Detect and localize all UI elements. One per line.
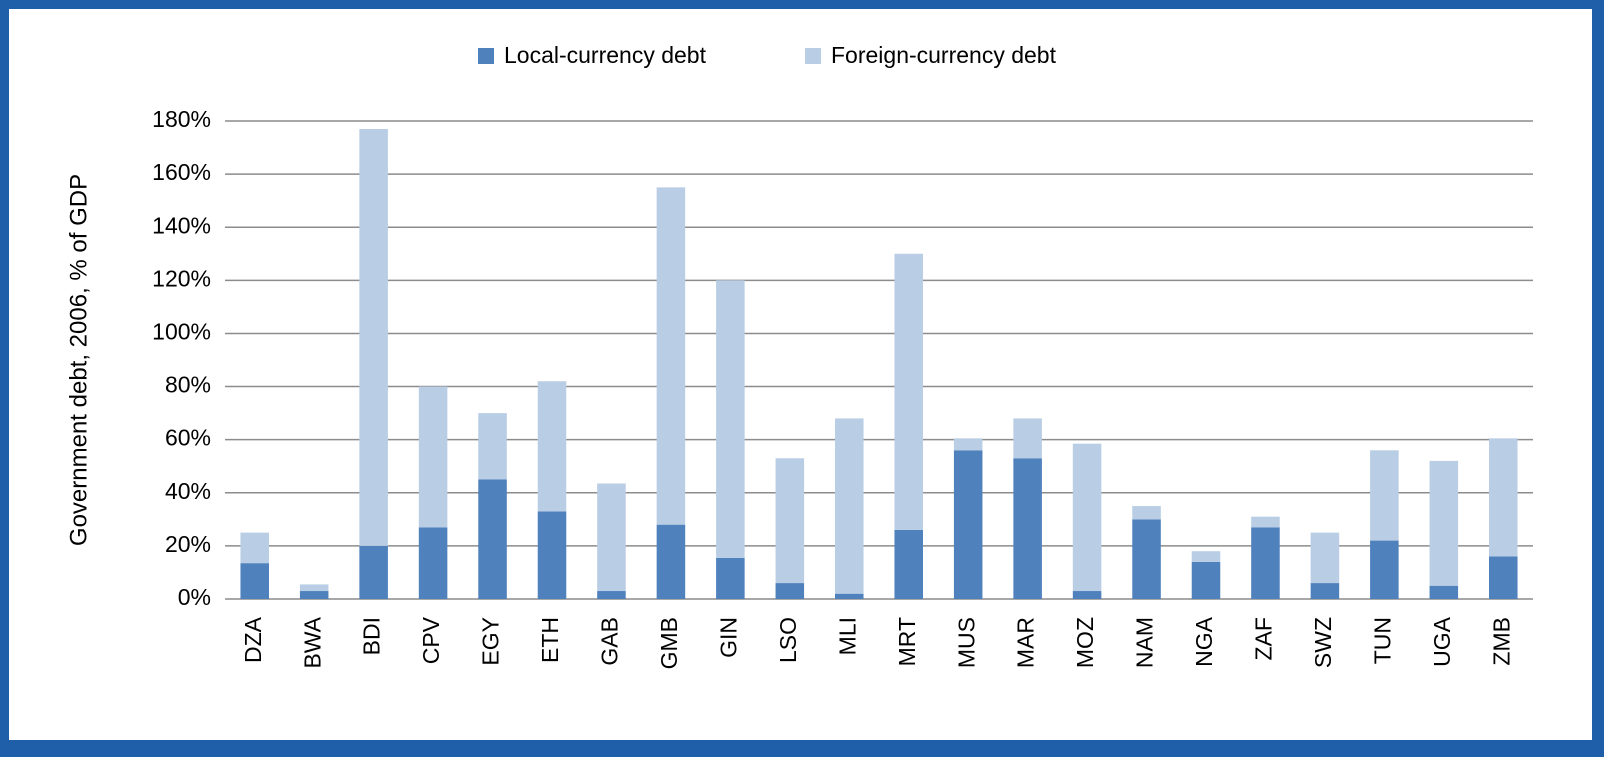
x-tick-label: MLI — [834, 617, 860, 655]
y-tick-label: 100% — [152, 319, 211, 345]
bar-segment — [894, 253, 923, 530]
x-tick-label: EGY — [478, 617, 504, 666]
x-tick-label: CPV — [418, 616, 444, 664]
bar-segment — [656, 187, 686, 525]
bar-segment — [835, 593, 864, 599]
x-tick-label: LSO — [775, 617, 801, 663]
bar-segment — [775, 458, 805, 584]
y-tick-label: 140% — [152, 212, 211, 238]
y-tick-label: 120% — [152, 265, 211, 291]
y-tick-label: 80% — [165, 372, 211, 398]
chart-background — [9, 9, 1592, 740]
bar-segment — [537, 381, 567, 512]
bar-segment — [1072, 443, 1102, 592]
x-tick-label: ZAF — [1251, 617, 1277, 660]
y-tick-label: 20% — [165, 531, 211, 557]
y-tick-label: 0% — [178, 584, 211, 610]
bar-segment — [1013, 418, 1042, 459]
legend-label: Foreign-currency debt — [831, 42, 1057, 68]
bar-segment — [1310, 583, 1340, 599]
x-tick-label: MAR — [1013, 617, 1039, 668]
bar-segment — [1489, 438, 1518, 557]
x-tick-label: MUS — [953, 617, 979, 668]
bar-segment — [1489, 556, 1518, 599]
bar-segment — [359, 128, 388, 546]
bar-segment — [1132, 519, 1161, 599]
bar-segment — [1132, 506, 1161, 520]
x-tick-label: NGA — [1191, 616, 1217, 667]
x-tick-label: GAB — [597, 617, 623, 666]
bar-segment — [240, 563, 269, 599]
x-tick-label: DZA — [240, 616, 266, 663]
legend-swatch — [478, 48, 494, 64]
bar-segment — [359, 545, 388, 599]
y-tick-label: 60% — [165, 425, 211, 451]
bar-segment — [656, 524, 686, 599]
legend-swatch — [805, 48, 821, 64]
bar-segment — [537, 511, 567, 599]
legend-label: Local-currency debt — [504, 42, 707, 68]
bar-segment — [240, 532, 269, 564]
x-tick-label: MOZ — [1072, 617, 1098, 668]
bar-segment — [478, 479, 507, 599]
bar-segment — [1072, 591, 1102, 599]
bar-segment — [597, 591, 626, 599]
bar-segment — [716, 557, 745, 599]
bar-segment — [1251, 527, 1280, 599]
bar-segment — [1191, 561, 1221, 599]
x-tick-label: SWZ — [1310, 617, 1336, 668]
y-tick-label: 180% — [152, 106, 211, 132]
bar-segment — [299, 584, 329, 592]
bar-segment — [1191, 551, 1221, 562]
y-tick-label: 160% — [152, 159, 211, 185]
x-tick-label: TUN — [1369, 617, 1395, 664]
x-tick-label: UGA — [1429, 616, 1455, 667]
bar-segment — [1429, 460, 1459, 586]
x-tick-label: ZMB — [1488, 617, 1514, 666]
bar-segment — [597, 483, 626, 592]
bar-segment — [775, 583, 805, 599]
x-tick-label: GIN — [715, 617, 741, 658]
bar-segment — [478, 413, 507, 480]
y-axis-label: Government debt, 2006, % of GDP — [65, 174, 92, 546]
bar-segment — [894, 529, 923, 599]
x-tick-label: ETH — [537, 617, 563, 663]
x-tick-label: MRT — [894, 617, 920, 666]
bar-segment — [953, 450, 983, 599]
y-tick-label: 40% — [165, 478, 211, 504]
bar-segment — [418, 527, 448, 599]
x-tick-label: BDI — [359, 617, 385, 655]
bar-segment — [299, 591, 329, 599]
x-tick-label: BWA — [299, 616, 325, 668]
bar-segment — [1310, 532, 1340, 584]
bar-segment — [1370, 450, 1399, 541]
bar-segment — [1370, 540, 1399, 599]
bar-segment — [835, 418, 864, 594]
bar-segment — [716, 280, 745, 558]
bar-segment — [418, 386, 448, 528]
bar-segment — [1013, 458, 1042, 599]
bar-segment — [953, 438, 983, 451]
x-tick-label: GMB — [656, 617, 682, 669]
x-tick-label: NAM — [1132, 617, 1158, 668]
bar-segment — [1429, 585, 1459, 599]
bar-segment — [1251, 516, 1280, 528]
